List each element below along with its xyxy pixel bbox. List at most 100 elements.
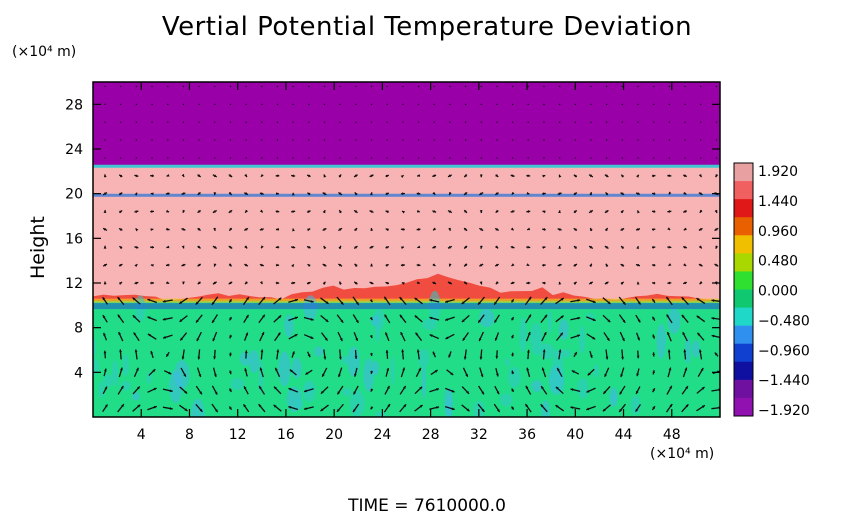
vector-arrowhead [557,367,560,371]
colorbar-swatch [734,253,753,272]
vector-arrowhead [262,297,266,300]
vector-arrowhead [134,246,138,249]
vector-arrowhead [353,373,357,377]
cool-streak [313,346,324,357]
vector-arrowhead [119,349,122,353]
vector-arrowhead [104,404,108,408]
vector-arrowhead [338,356,342,360]
vector-arrowhead [150,245,153,249]
vector-arrowhead [652,174,656,178]
y-tick-label: 12 [65,276,83,292]
vector-arrowhead [620,192,624,196]
vector-arrowhead [197,174,201,177]
vector-arrowhead [401,282,405,285]
vector-arrowhead [385,332,388,336]
vector-arrowhead [683,191,687,195]
vector-arrowhead [698,227,702,231]
colorbar-label: 1.440 [758,194,798,210]
colorbar-label: −0.480 [758,313,810,329]
vector-arrowhead [668,174,672,178]
vector-arrowhead [464,209,467,213]
vector-arrowhead [403,404,407,408]
vector-arrowhead [495,192,499,195]
vector-arrowhead [162,299,166,303]
vector-arrowhead [652,316,656,320]
colorbar-swatch [734,217,753,236]
vector-arrowhead [604,373,608,377]
vector-arrowhead [339,338,343,342]
cool-streak [239,351,251,366]
vector-arrowhead [197,356,201,360]
vector-arrowhead [400,228,404,231]
vector-arrowhead [558,192,562,196]
vector-arrowhead [354,246,358,249]
cool-streak [93,358,100,376]
vector-arrowhead [274,386,277,390]
vector-arrowhead [448,263,452,267]
vector-arrowhead [620,281,624,285]
vector-arrowhead [197,227,201,231]
vector-arrowhead [294,334,298,337]
vector-arrowhead [636,192,640,196]
vector-arrowhead [416,209,420,213]
colorbar-swatch [734,235,753,254]
vector-arrowhead [385,174,389,178]
vector-arrowhead [526,367,530,371]
vector-arrowhead [586,389,590,393]
colorbar-label: 0.960 [758,224,798,240]
vector-arrowhead [605,210,609,214]
cool-streak [547,310,552,334]
colorbar-frame [733,162,754,417]
vector-arrowhead [277,332,281,336]
cool-streak [190,398,205,417]
vector-arrowhead [542,263,546,267]
vector-arrowhead [320,408,324,412]
vector-arrowhead [479,174,483,178]
x-tick-label: 32 [470,427,488,443]
vector-arrowhead [558,281,562,285]
vector-arrowhead [169,389,173,393]
vector-arrowhead [542,281,546,285]
vector-arrowhead [589,354,593,358]
vector-arrowhead [602,408,606,412]
vector-arrowhead [543,332,547,336]
vector-arrowhead [400,246,404,250]
vector-arrowhead [119,281,122,285]
vector-arrowhead [353,391,357,395]
x-tick-label: 8 [185,427,194,443]
vector-arrowhead [436,406,440,409]
plot-frame [92,81,721,418]
vector-arrowhead [607,301,611,305]
vector-arrowhead [577,334,581,338]
vector-arrowhead [620,210,624,214]
vector-arrowhead [414,297,418,301]
vector-arrowhead [652,228,656,231]
vector-arrowhead [542,246,546,249]
vector-arrowhead [245,314,249,318]
vector-arrowhead [323,228,327,231]
vector-arrowhead [354,281,358,285]
vector-arrowhead [228,210,232,213]
vector-arrowhead [448,227,451,231]
vector-arrowhead [480,227,484,231]
vector-arrowhead [605,281,609,285]
vector-arrowhead [683,174,687,177]
vector-arrowhead [119,210,123,214]
x-axis: 4 8 12 16 20 24 28 32 36 40 44 48 [137,82,681,443]
vector-arrowhead [495,227,499,231]
vector-arrowhead [433,281,436,285]
vector-arrowhead [587,372,591,376]
vector-arrowhead [698,349,702,353]
cool-streak [390,356,395,386]
cool-streak [372,360,380,376]
vector-arrowhead [683,245,687,249]
vector-arrowhead [339,210,342,214]
x-tick-label: 40 [566,427,584,443]
vector-arrowhead [370,406,374,410]
vector-arrowhead [711,334,715,338]
vector-arrowhead [621,174,625,178]
vector-arrowhead [621,246,625,249]
vector-arrowhead [385,192,389,196]
cool-streak [349,390,365,417]
